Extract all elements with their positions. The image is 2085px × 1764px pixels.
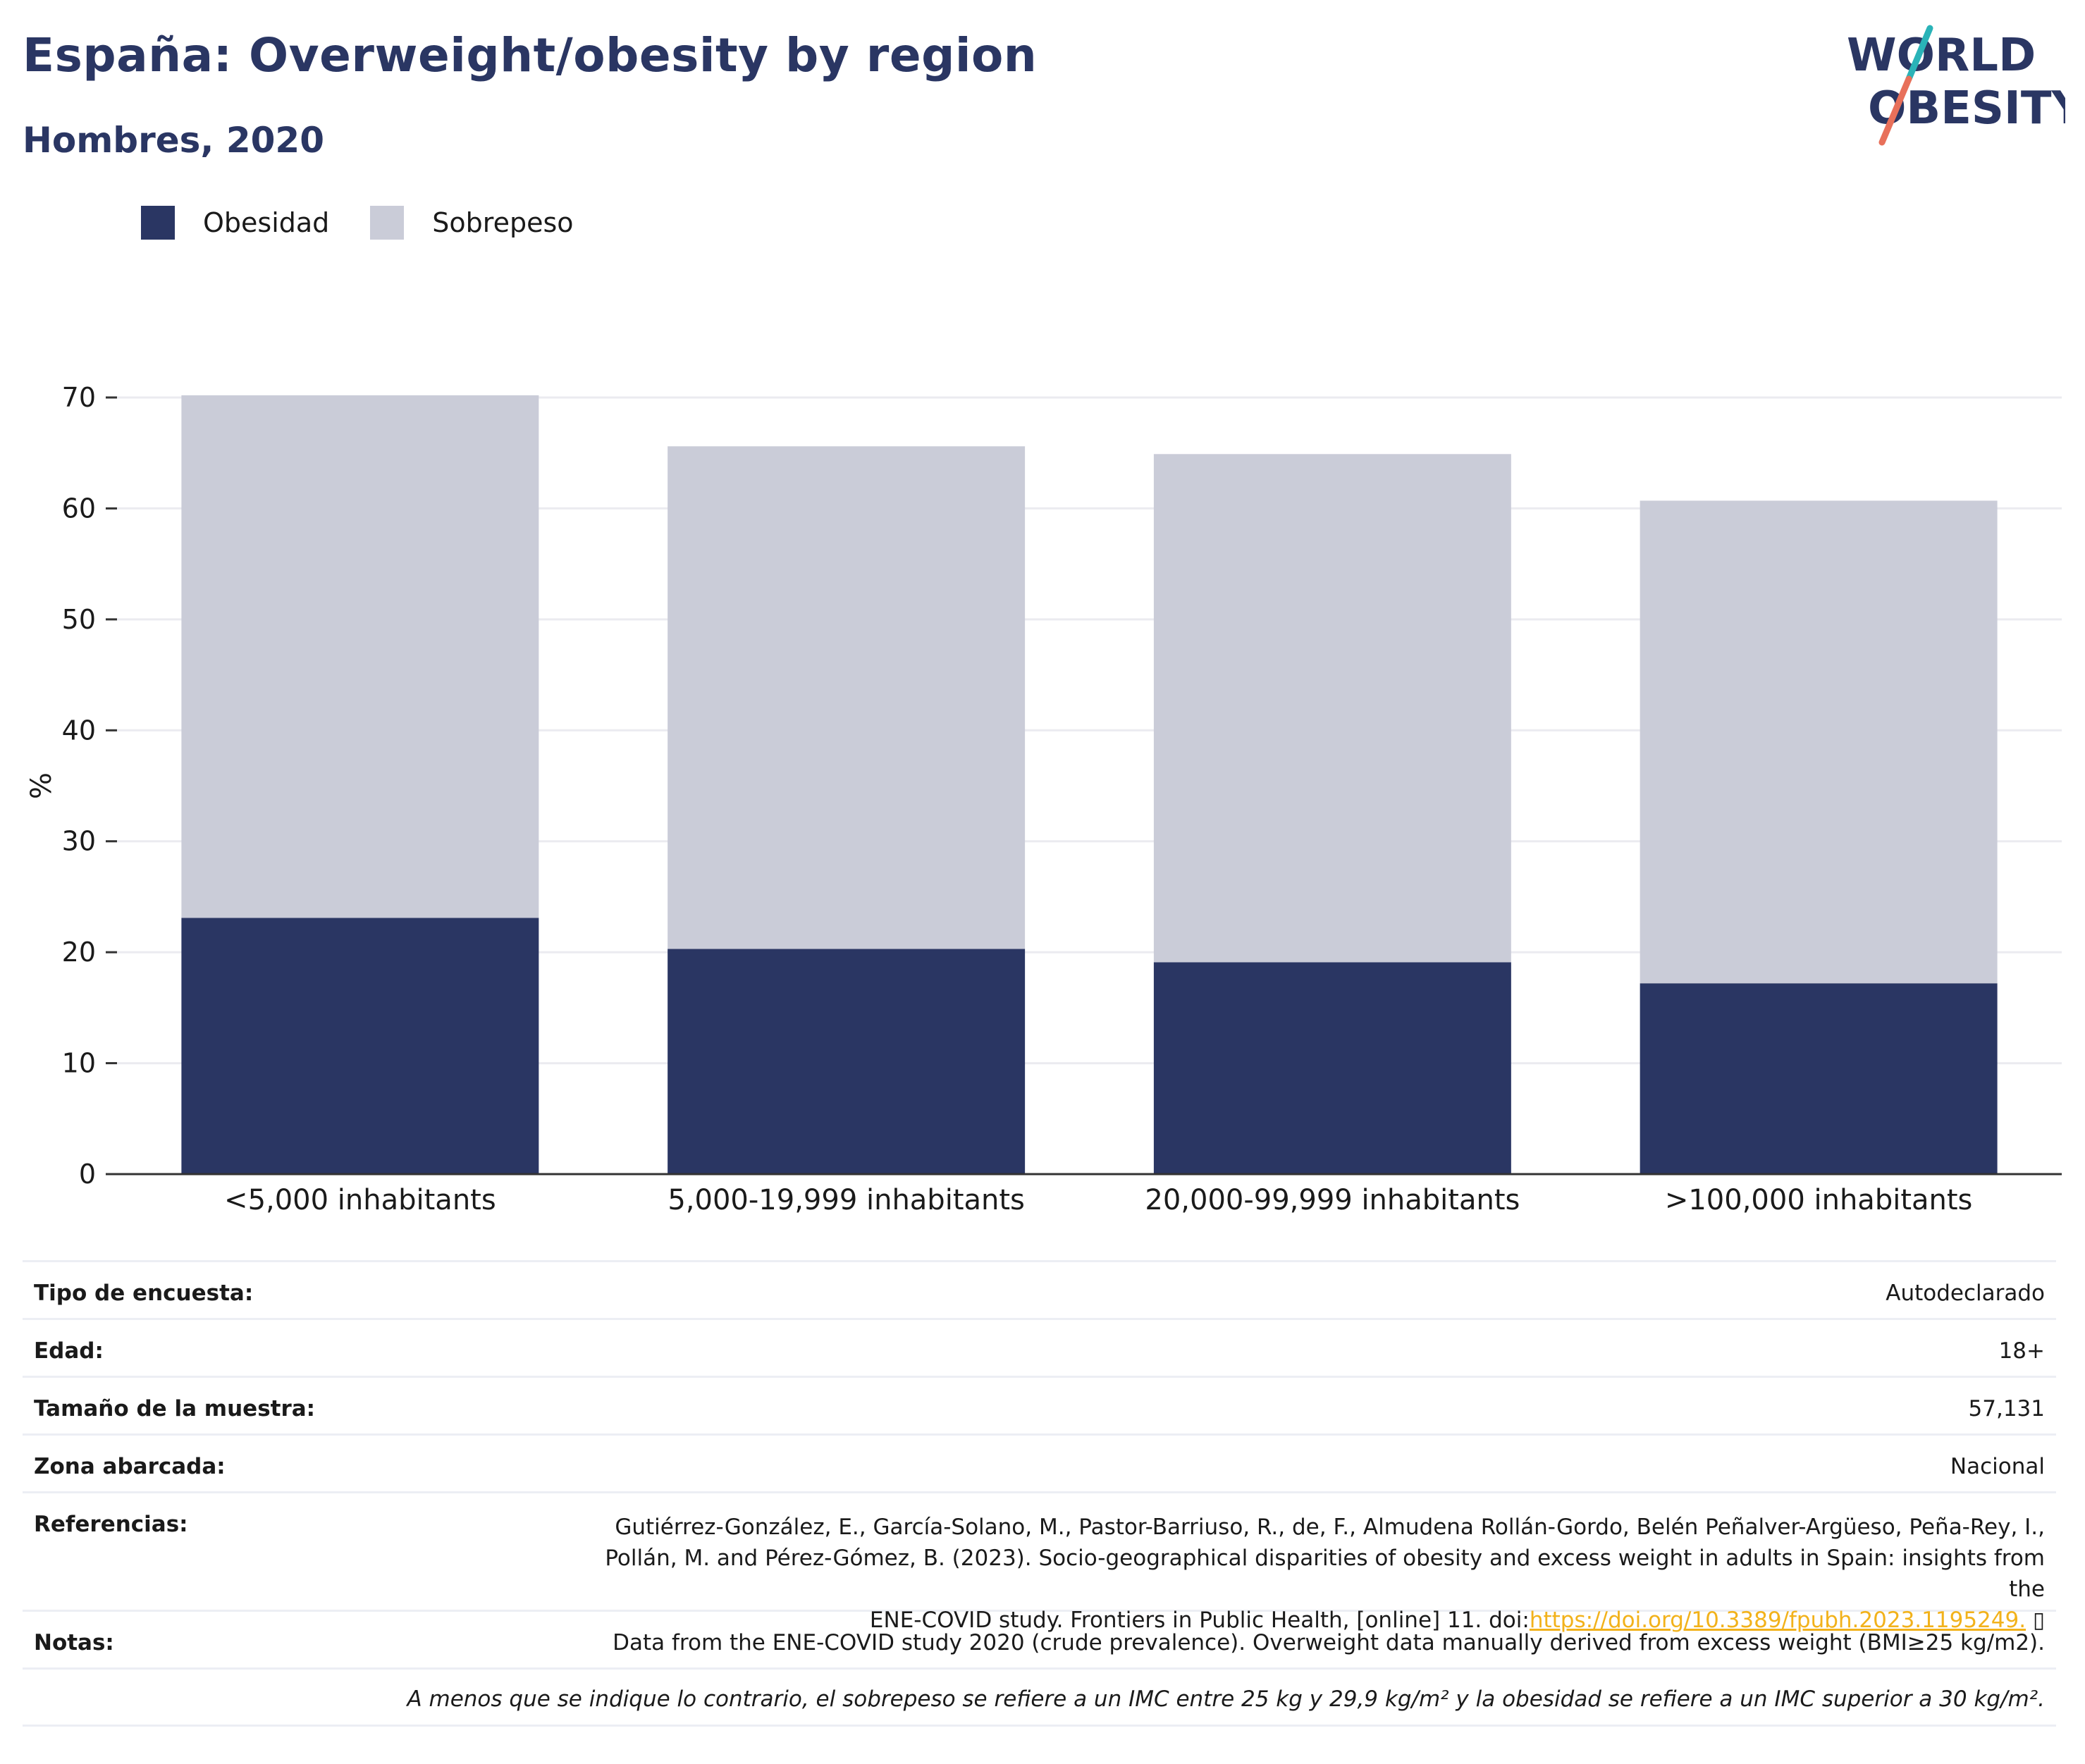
- logo-line1: WORLD: [1847, 30, 2036, 82]
- x-tick-label-0: <5,000 inhabitants: [224, 1184, 496, 1216]
- bar-sobrepeso-2: [1153, 454, 1511, 963]
- meta-value-age: 18+: [1998, 1338, 2045, 1364]
- meta-label-references: Referencias:: [34, 1512, 188, 1537]
- page-title: España: Overweight/obesity by region: [23, 28, 1038, 82]
- x-tick-label-2: 20,000-99,999 inhabitants: [1145, 1184, 1520, 1216]
- y-tick-label-50: 50: [62, 604, 96, 635]
- meta-value-sample: 57,131: [1968, 1396, 2045, 1421]
- y-tick-label-20: 20: [62, 937, 96, 968]
- meta-row-age: Edad: 18+: [23, 1318, 2056, 1376]
- bar-sobrepeso-1: [668, 446, 1026, 949]
- y-tick-label-60: 60: [62, 493, 96, 524]
- meta-label-age: Edad:: [34, 1338, 104, 1364]
- legend-swatch-sobrepeso: [370, 206, 405, 240]
- external-link-icon[interactable]: ▯: [2032, 1608, 2045, 1633]
- reference-line-3-text: ENE-COVID study. Frontiers in Public Hea…: [869, 1608, 1530, 1633]
- meta-value-survey: Autodeclarado: [1886, 1281, 2045, 1306]
- meta-row-area: Zona abarcada: Nacional: [23, 1433, 2056, 1491]
- y-tick-label-0: 0: [79, 1159, 96, 1190]
- reference-line-2: Pollán, M. and Pérez-Gómez, B. (2023). S…: [605, 1546, 2045, 1602]
- page-subtitle: Hombres, 2020: [23, 120, 324, 161]
- y-tick-label-10: 10: [62, 1048, 96, 1079]
- bar-obesidad-3: [1640, 983, 1998, 1174]
- footnote: A menos que se indique lo contrario, el …: [407, 1686, 2045, 1712]
- legend-item-obesidad[interactable]: Obesidad: [141, 206, 329, 240]
- metadata-table: Tipo de encuesta: Autodeclarado Edad: 18…: [23, 1260, 2056, 1727]
- bar-chart: 0 10 20 30 40 50 60 70% <5,000 inhabitants 5,000-…: [25, 382, 2062, 1216]
- legend-item-sobrepeso[interactable]: Sobrepeso: [370, 206, 574, 240]
- reference-line-3: ENE-COVID study. Frontiers in Public Hea…: [572, 1605, 2045, 1636]
- legend-label-obesidad: Obesidad: [203, 207, 330, 238]
- chart-legend: Obesidad Sobrepeso: [141, 206, 615, 240]
- meta-value-references: Gutiérrez-González, E., García-Solano, M…: [572, 1493, 2045, 1636]
- x-tick-label-1: 5,000-19,999 inhabitants: [668, 1184, 1025, 1216]
- bar-obesidad-2: [1153, 962, 1511, 1174]
- bar-sobrepeso-3: [1640, 500, 1998, 984]
- meta-row-footnote: A menos que se indique lo contrario, el …: [23, 1667, 2056, 1727]
- y-tick-label-30: 30: [62, 826, 96, 857]
- legend-swatch-obesidad: [141, 206, 175, 240]
- reference-line-1: Gutiérrez-González, E., García-Solano, M…: [615, 1515, 2045, 1540]
- bar-sobrepeso-0: [181, 395, 539, 918]
- y-axis-label: %: [25, 772, 58, 799]
- meta-row-survey: Tipo de encuesta: Autodeclarado: [23, 1260, 2056, 1318]
- meta-value-notes: Data from the ENE-COVID study 2020 (crud…: [613, 1630, 2045, 1655]
- meta-value-area: Nacional: [1950, 1454, 2045, 1479]
- legend-label-sobrepeso: Sobrepeso: [432, 207, 574, 238]
- y-tick-label-40: 40: [62, 715, 96, 746]
- bar-obesidad-1: [668, 949, 1026, 1174]
- logo-slash-bottom: [1878, 75, 1912, 146]
- logo-slash-top: [1905, 25, 1933, 82]
- meta-row-notes: Notas: Data from the ENE-COVID study 202…: [23, 1610, 2056, 1667]
- y-tick-label-70: 70: [62, 382, 96, 413]
- bar-obesidad-0: [181, 918, 539, 1174]
- meta-label-area: Zona abarcada:: [34, 1454, 226, 1479]
- meta-row-references: Referencias: Gutiérrez-González, E., Gar…: [23, 1491, 2056, 1633]
- meta-label-sample: Tamaño de la muestra:: [34, 1396, 316, 1421]
- meta-row-sample: Tamaño de la muestra: 57,131: [23, 1376, 2056, 1433]
- world-obesity-logo: WORLD OBESITY: [1847, 25, 2065, 146]
- x-tick-label-3: >100,000 inhabitants: [1665, 1184, 1973, 1216]
- meta-label-notes: Notas:: [34, 1630, 114, 1655]
- doi-link[interactable]: https://doi.org/10.3389/fpubh.2023.11952…: [1529, 1608, 2026, 1633]
- meta-label-survey: Tipo de encuesta:: [34, 1281, 254, 1306]
